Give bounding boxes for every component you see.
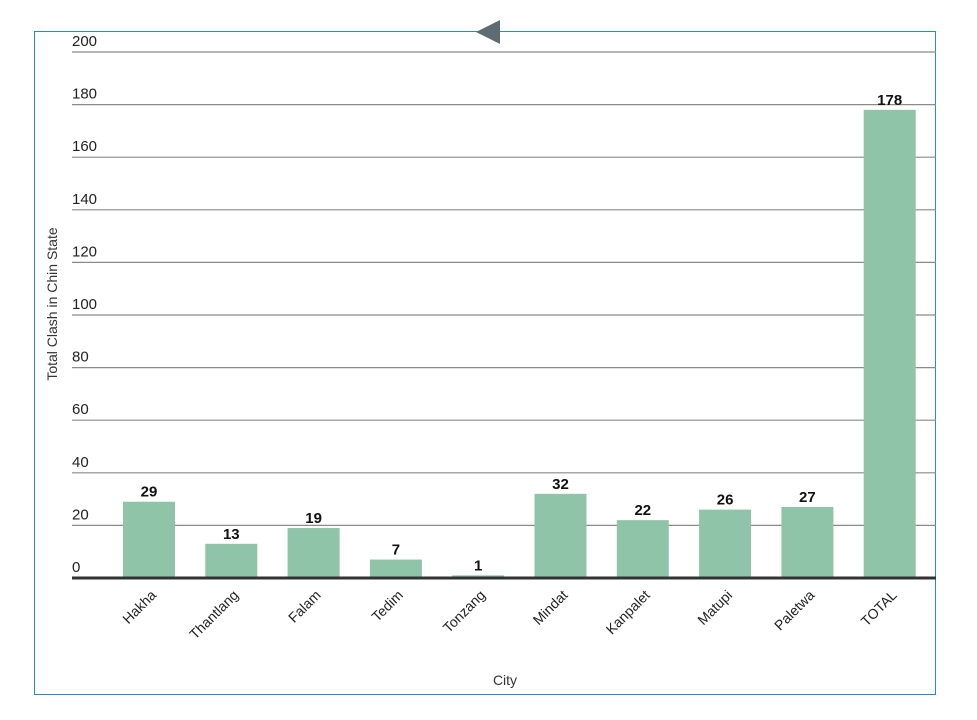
value-labels: 29 13 19 7 1 32 22 26 27 178 bbox=[141, 92, 903, 575]
bar-hakha[interactable] bbox=[123, 501, 175, 578]
x-tick-label: Paletwa bbox=[771, 587, 818, 634]
value-label: 19 bbox=[305, 510, 322, 527]
bar-kanpalet[interactable] bbox=[616, 520, 669, 578]
x-tick-label: Hakha bbox=[119, 587, 159, 627]
bar-paletwa[interactable] bbox=[781, 506, 834, 578]
x-tick-label: Tedim bbox=[368, 587, 406, 625]
bar-falam[interactable] bbox=[287, 528, 340, 578]
bar-total[interactable] bbox=[863, 109, 916, 579]
y-tick-label: 60 bbox=[72, 401, 89, 418]
x-tick-label: Mindat bbox=[530, 587, 571, 628]
bar-matupi[interactable] bbox=[699, 509, 752, 578]
value-label: 26 bbox=[717, 492, 734, 509]
y-tick-labels: 0 20 40 60 80 100 120 140 160 180 200 bbox=[72, 33, 97, 576]
value-label: 13 bbox=[223, 526, 240, 543]
y-tick-label: 40 bbox=[72, 454, 89, 471]
collapse-arrow-icon[interactable] bbox=[476, 20, 500, 44]
gridlines bbox=[72, 51, 936, 527]
bars bbox=[123, 109, 916, 579]
y-tick-label: 120 bbox=[72, 243, 97, 260]
y-tick-label: 160 bbox=[72, 138, 97, 155]
x-axis-title: City bbox=[493, 672, 517, 688]
value-label: 29 bbox=[141, 484, 158, 501]
value-label: 1 bbox=[474, 557, 482, 574]
x-tick-label: Tonzang bbox=[440, 587, 489, 636]
x-tick-label: Falam bbox=[285, 587, 324, 626]
y-tick-label: 180 bbox=[72, 86, 97, 103]
value-label: 22 bbox=[634, 502, 651, 519]
y-tick-label: 0 bbox=[72, 559, 80, 576]
y-tick-label: 20 bbox=[72, 506, 89, 523]
y-axis-title: Total Clash in Chin State bbox=[44, 227, 60, 381]
y-tick-label: 200 bbox=[72, 33, 97, 50]
value-label: 32 bbox=[552, 476, 569, 493]
bar-thantlang[interactable] bbox=[205, 543, 258, 578]
bar-tedim[interactable] bbox=[369, 559, 422, 578]
x-tick-label: TOTAL bbox=[858, 587, 900, 629]
y-tick-label: 80 bbox=[72, 349, 89, 366]
y-tick-label: 140 bbox=[72, 191, 97, 208]
x-tick-labels: Hakha Thantlang Falam Tedim Tonzang Mindat Kan… bbox=[119, 587, 900, 643]
x-tick-label: Matupi bbox=[694, 587, 735, 628]
value-label: 27 bbox=[799, 489, 816, 506]
bar-mindat[interactable] bbox=[534, 493, 587, 578]
x-tick-label: Thantlang bbox=[186, 587, 241, 642]
x-tick-label: Kanpalet bbox=[603, 587, 653, 637]
y-tick-label: 100 bbox=[72, 296, 97, 313]
value-label: 178 bbox=[877, 92, 902, 109]
value-label: 7 bbox=[392, 542, 400, 559]
